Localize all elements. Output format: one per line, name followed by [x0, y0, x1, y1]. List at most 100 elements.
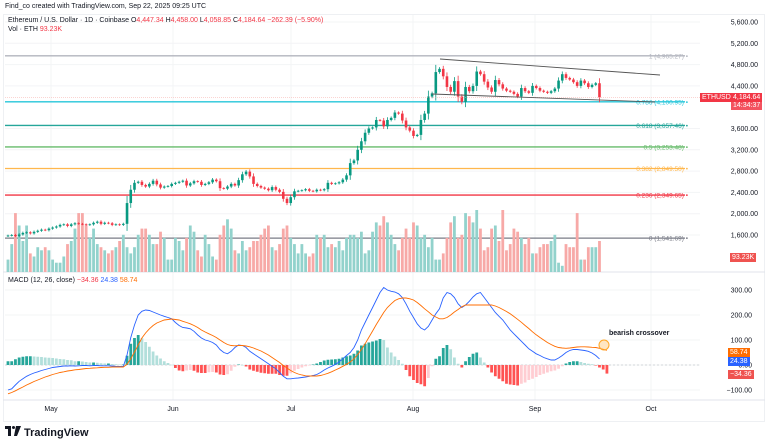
volume-bar: [211, 256, 214, 272]
volume-bar: [21, 241, 25, 272]
candle-body: [237, 180, 240, 186]
channel-lower-line: [431, 93, 656, 103]
volume-bar: [330, 244, 334, 272]
macd-histogram-bar: [129, 343, 133, 365]
candle-body: [196, 181, 200, 183]
volume-bar: [95, 244, 99, 272]
volume-bar: [136, 234, 140, 272]
candle-body: [449, 86, 452, 92]
macd-histogram-bar: [408, 365, 412, 377]
candle-body: [296, 190, 300, 192]
macd-histogram-bar: [326, 359, 330, 365]
candle-body: [192, 181, 196, 184]
volume-bar: [159, 231, 162, 272]
candle-body: [166, 186, 170, 187]
macd-histogram-bar: [471, 353, 475, 365]
macd-histogram-bar: [508, 365, 512, 385]
candle-body: [345, 175, 348, 180]
macd-histogram-bar: [333, 359, 337, 365]
tradingview-logo[interactable]: TradingView: [5, 426, 89, 439]
fib-label: 0.786 (4,100.95) •: [636, 99, 689, 106]
macd-histogram-bar: [419, 365, 423, 385]
volume-bar: [542, 244, 546, 272]
volume-bar: [519, 237, 523, 272]
volume-bar: [479, 228, 482, 272]
candle-body: [549, 91, 553, 93]
fib-label: 1 (4,965.27) •: [649, 53, 689, 60]
volume-bar: [523, 244, 527, 272]
volume-bar: [560, 265, 564, 272]
macd-histogram-bar: [203, 365, 207, 373]
volume-bar: [538, 247, 542, 272]
macd-histogram-bar: [214, 365, 218, 373]
candle-body: [177, 181, 181, 183]
volume-bar: [464, 213, 467, 272]
candle-body: [185, 180, 188, 186]
candle-body: [557, 80, 560, 89]
candle-body: [233, 183, 237, 186]
candle-body: [103, 222, 107, 224]
candle-body: [467, 86, 471, 92]
price-tick-label: 4,800.00: [731, 62, 758, 69]
macd-histogram-bar: [426, 365, 430, 378]
candle-body: [501, 84, 505, 89]
candle-body: [188, 183, 192, 186]
macd-histogram-bar: [222, 365, 226, 375]
volume-bar: [564, 244, 568, 272]
macd-signal-value: 58.74: [119, 277, 138, 284]
volume-bar: [363, 253, 367, 272]
macd-histogram-bar: [367, 342, 371, 365]
macd-histogram-bar: [374, 340, 378, 365]
macd-histogram-bar: [151, 351, 155, 365]
volume-bar: [575, 213, 579, 272]
candle-body: [490, 87, 493, 92]
macd-histogram-bar: [281, 365, 285, 376]
volume-bar: [456, 237, 460, 272]
macd-histogram-bar: [523, 365, 527, 383]
macd-histogram-bar: [389, 352, 393, 365]
candle-body: [482, 74, 486, 82]
volume-bar: [319, 237, 322, 272]
candle-body: [159, 184, 162, 188]
volume-bar: [434, 259, 438, 272]
candle-body: [293, 191, 296, 198]
price-tick-label: 3,200.00: [731, 147, 758, 154]
candle-body: [464, 86, 467, 102]
volume-bar: [397, 250, 400, 272]
macd-histogram-bar: [10, 361, 14, 365]
candle-body: [572, 79, 575, 83]
macd-histogram-bar: [505, 365, 508, 384]
macd-histogram-bar: [267, 365, 270, 374]
volume-bar: [170, 259, 174, 272]
candle-body: [66, 224, 69, 226]
candle-body: [460, 96, 464, 102]
macd-histogram-bar: [136, 335, 140, 365]
candle-body: [259, 186, 263, 188]
candle-body: [226, 186, 229, 189]
macd-histogram-bar: [255, 365, 259, 372]
candle-body: [10, 235, 14, 236]
volume-bar: [140, 228, 144, 272]
macd-histogram-bar: [575, 361, 579, 365]
candle-body: [263, 187, 266, 189]
macd-histogram-bar: [125, 355, 129, 365]
volume-bar: [147, 234, 151, 272]
hist-tag: −34.36: [728, 370, 754, 379]
macd-histogram-bar: [159, 358, 162, 365]
candle-body: [583, 80, 586, 84]
volume-bar: [110, 250, 114, 272]
candle-body: [222, 188, 226, 189]
macd-histogram-bar: [170, 364, 174, 366]
volume-bar: [471, 222, 475, 272]
volume-bar: [549, 241, 553, 272]
candle-body: [568, 77, 572, 80]
macd-histogram-bar: [69, 360, 73, 365]
macd-histogram-bar: [449, 349, 453, 365]
macd-histogram-bar: [17, 357, 21, 365]
candle-body: [441, 68, 445, 77]
candle-body: [29, 232, 32, 234]
volume-bar: [426, 247, 430, 272]
candle-body: [438, 68, 441, 73]
volume-bar: [62, 256, 66, 272]
